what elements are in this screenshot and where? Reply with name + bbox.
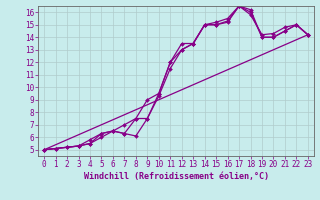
X-axis label: Windchill (Refroidissement éolien,°C): Windchill (Refroidissement éolien,°C): [84, 172, 268, 181]
